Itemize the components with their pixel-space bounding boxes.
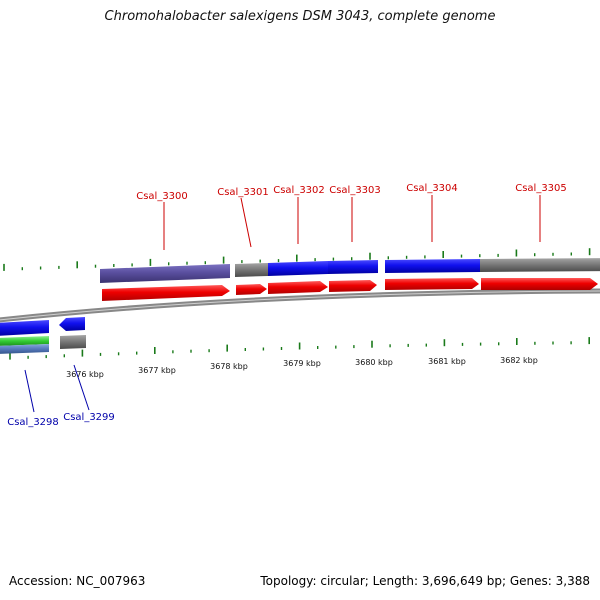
accession-text: Accession: NC_007963 xyxy=(9,574,146,588)
feature-bar xyxy=(100,264,230,283)
gene-label-csal-3301[interactable]: Csal_3301 xyxy=(217,187,269,198)
gene-label-csal-3299[interactable]: Csal_3299 xyxy=(63,412,115,423)
scale-label: 3679 kbp xyxy=(283,359,321,368)
scale-tick-ring xyxy=(9,337,591,360)
reverse-cds-track xyxy=(0,317,86,354)
feature-bar xyxy=(235,263,268,277)
scale-label: 3682 kbp xyxy=(500,356,538,365)
forward-gene-callouts xyxy=(163,195,541,250)
feature-track-outer xyxy=(100,258,600,283)
feature-bar xyxy=(0,344,49,354)
genome-backbone xyxy=(0,288,600,323)
scale-label: 3678 kbp xyxy=(210,362,248,371)
feature-bar xyxy=(328,260,378,274)
reverse-gene-callouts xyxy=(24,364,90,413)
feature-bar xyxy=(385,259,480,273)
gene-label-csal-3303[interactable]: Csal_3303 xyxy=(329,185,381,196)
gene-label-csal-3298[interactable]: Csal_3298 xyxy=(7,417,59,428)
forward-gene-labels: Csal_3300 Csal_3301 Csal_3302 Csal_3303 … xyxy=(136,183,567,202)
cds-arrow-csal-3304[interactable] xyxy=(385,278,479,290)
feature-bar xyxy=(60,335,86,349)
cds-arrow-csal-3300[interactable] xyxy=(102,285,230,301)
gene-label-csal-3302[interactable]: Csal_3302 xyxy=(273,185,325,196)
scale-label: 3681 kbp xyxy=(428,357,466,366)
gene-label-csal-3304[interactable]: Csal_3304 xyxy=(406,183,458,194)
reverse-gene-labels: Csal_3298 Csal_3299 xyxy=(7,412,115,428)
scale-labels: 3676 kbp 3677 kbp 3678 kbp 3679 kbp 3680… xyxy=(66,356,538,379)
cds-arrow-csal-3305[interactable] xyxy=(481,278,598,290)
cds-arrow-csal-3298[interactable] xyxy=(0,320,49,336)
gene-label-csal-3300[interactable]: Csal_3300 xyxy=(136,191,188,202)
cds-arrow-csal-3302[interactable] xyxy=(268,281,328,294)
gene-label-csal-3305[interactable]: Csal_3305 xyxy=(515,183,567,194)
outer-tick-ring xyxy=(3,248,591,271)
feature-bar xyxy=(268,261,328,276)
cds-arrow-csal-3299[interactable] xyxy=(59,317,85,331)
feature-bar xyxy=(480,258,600,272)
cds-arrow-csal-3301[interactable] xyxy=(236,284,267,295)
feature-bar xyxy=(0,336,49,346)
scale-label: 3677 kbp xyxy=(138,366,176,375)
forward-cds-track xyxy=(102,278,598,301)
scale-label: 3676 kbp xyxy=(66,370,104,379)
genome-summary-text: Topology: circular; Length: 3,696,649 bp… xyxy=(260,574,590,588)
cds-arrow-csal-3303[interactable] xyxy=(329,280,377,292)
scale-label: 3680 kbp xyxy=(355,358,393,367)
map-title: Chromohalobacter salexigens DSM 3043, co… xyxy=(104,9,496,24)
